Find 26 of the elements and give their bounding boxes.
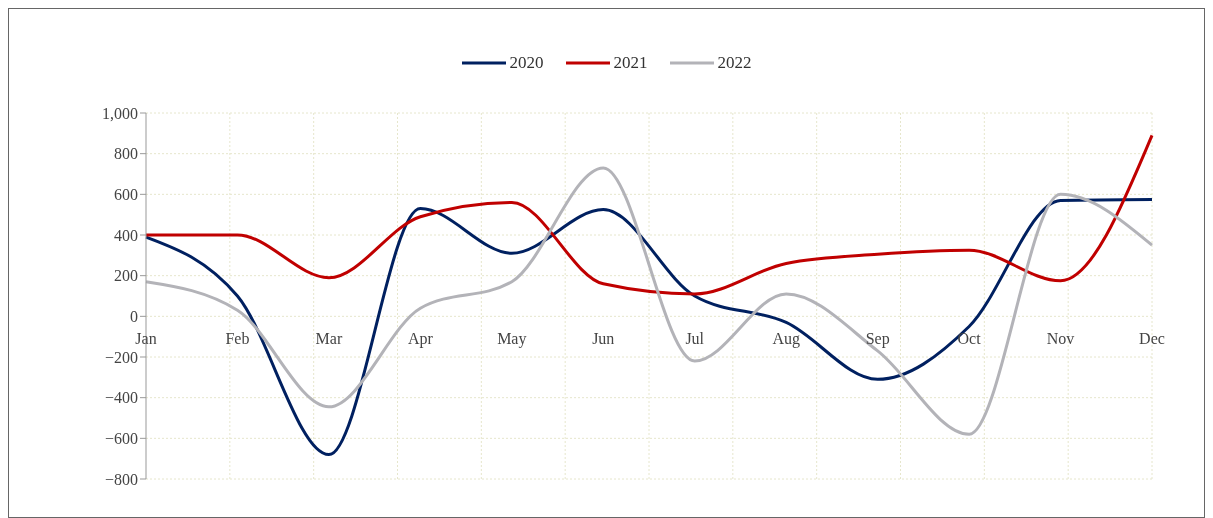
y-tick-label: 1,000 <box>102 104 138 122</box>
x-tick-label: Sep <box>865 330 890 349</box>
x-tick-label: Jan <box>135 330 157 348</box>
x-tick-label: Dec <box>1139 330 1165 348</box>
x-tick-label: May <box>497 330 527 349</box>
legend-label: 2021 <box>613 53 648 73</box>
y-tick-label: −600 <box>104 430 138 448</box>
y-tick-label: 600 <box>114 186 138 204</box>
y-tick-label: 0 <box>130 308 138 326</box>
x-tick-label: Nov <box>1046 330 1075 348</box>
y-tick-label: −200 <box>104 348 138 366</box>
y-tick-label: −400 <box>104 389 138 407</box>
x-tick-label: Aug <box>772 330 800 349</box>
legend-label: 2022 <box>717 53 752 73</box>
x-tick-label: Jul <box>685 330 705 348</box>
y-tick-label: 400 <box>114 226 138 244</box>
y-tick-label: 200 <box>114 267 138 285</box>
x-tick-label: Oct <box>957 330 982 348</box>
x-tick-label: Apr <box>407 330 434 349</box>
x-tick-label: Mar <box>315 330 343 348</box>
legend-label: 2020 <box>509 53 544 73</box>
y-tick-label: −800 <box>104 470 138 488</box>
line-series <box>144 133 1154 296</box>
x-tick-label: Feb <box>225 330 250 348</box>
x-tick-label: Jun <box>592 330 615 348</box>
y-tick-label: 800 <box>114 145 138 163</box>
